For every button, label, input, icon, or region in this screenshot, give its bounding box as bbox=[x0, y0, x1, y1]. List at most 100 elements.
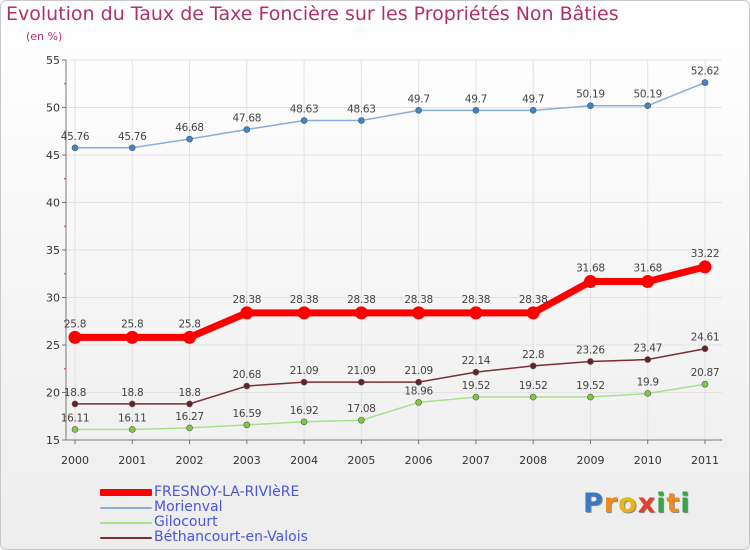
data-label-b-thancourt-en-valois: 21.09 bbox=[404, 365, 433, 377]
data-label-gilocourt: 19.9 bbox=[637, 376, 659, 388]
data-point-gilocourt bbox=[415, 399, 422, 406]
data-point-fresnoy-la-rivi-re bbox=[641, 275, 655, 289]
data-label-fresnoy-la-rivi-re: 28.38 bbox=[233, 294, 262, 306]
series-line-morienval bbox=[75, 81, 706, 149]
data-label-fresnoy-la-rivi-re: 25.8 bbox=[178, 318, 200, 330]
data-label-morienval: 47.68 bbox=[233, 113, 262, 125]
x-tick-label: 2001 bbox=[118, 454, 146, 467]
legend-item-fresnoy: FRESNOY-LA-RIVIèRE bbox=[100, 485, 308, 500]
data-label-gilocourt: 16.27 bbox=[175, 411, 204, 423]
y-tick-label: 30 bbox=[46, 292, 60, 305]
data-point-fresnoy-la-rivi-re bbox=[354, 306, 368, 320]
data-label-gilocourt: 20.87 bbox=[691, 367, 720, 379]
x-tick-label: 2008 bbox=[519, 454, 547, 467]
data-point-morienval bbox=[587, 102, 594, 109]
data-label-fresnoy-la-rivi-re: 28.38 bbox=[290, 294, 319, 306]
data-point-gilocourt bbox=[128, 426, 136, 433]
data-label-b-thancourt-en-valois: 22.8 bbox=[522, 349, 544, 361]
data-label-gilocourt: 16.92 bbox=[290, 405, 319, 417]
data-label-morienval: 50.19 bbox=[576, 89, 605, 101]
series-line-b-thancourt-en-valois bbox=[75, 347, 706, 405]
data-label-b-thancourt-en-valois: 23.26 bbox=[576, 345, 605, 357]
legend-item-gilocourt: Gilocourt bbox=[100, 515, 308, 530]
data-point-morienval bbox=[529, 107, 537, 114]
data-label-fresnoy-la-rivi-re: 33.22 bbox=[691, 248, 720, 260]
series-line-gilocourt bbox=[75, 383, 706, 431]
data-point-gilocourt bbox=[243, 421, 251, 429]
data-point-b-thancourt-en-valois bbox=[71, 400, 79, 408]
data-point-fresnoy-la-rivi-re bbox=[698, 260, 712, 274]
y-tick-label: 40 bbox=[46, 197, 60, 210]
data-point-b-thancourt-en-valois bbox=[415, 378, 422, 386]
data-point-b-thancourt-en-valois bbox=[186, 400, 193, 408]
data-point-morienval bbox=[701, 79, 709, 86]
legend-label-bethancourt: Béthancourt-en-Valois bbox=[154, 529, 308, 545]
data-point-morienval bbox=[472, 107, 480, 114]
data-point-b-thancourt-en-valois bbox=[358, 378, 365, 386]
legend-swatch-morienval bbox=[100, 506, 152, 509]
data-point-gilocourt bbox=[186, 424, 193, 432]
data-label-b-thancourt-en-valois: 18.8 bbox=[178, 387, 200, 399]
data-label-morienval: 45.76 bbox=[118, 131, 147, 143]
data-label-gilocourt: 19.52 bbox=[576, 380, 605, 392]
logo-letter: i bbox=[680, 488, 691, 519]
logo-letter: i bbox=[656, 488, 667, 519]
data-point-b-thancourt-en-valois bbox=[529, 362, 537, 370]
y-tick-label: 55 bbox=[46, 54, 60, 67]
data-point-gilocourt bbox=[587, 393, 594, 401]
data-point-b-thancourt-en-valois bbox=[128, 400, 136, 408]
data-label-gilocourt: 16.11 bbox=[118, 412, 147, 424]
data-label-b-thancourt-en-valois: 22.14 bbox=[462, 355, 491, 367]
data-label-morienval: 52.62 bbox=[691, 66, 720, 78]
data-point-morienval bbox=[415, 107, 422, 114]
data-point-b-thancourt-en-valois bbox=[243, 382, 251, 390]
data-label-b-thancourt-en-valois: 18.8 bbox=[64, 387, 86, 399]
data-point-fresnoy-la-rivi-re bbox=[125, 330, 139, 344]
data-point-fresnoy-la-rivi-re bbox=[583, 275, 597, 289]
data-point-gilocourt bbox=[472, 393, 480, 401]
data-point-gilocourt bbox=[644, 390, 652, 397]
x-tick-label: 2000 bbox=[61, 454, 89, 467]
data-point-morienval bbox=[644, 102, 652, 109]
legend-label-gilocourt: Gilocourt bbox=[154, 514, 218, 530]
data-label-gilocourt: 19.52 bbox=[462, 380, 491, 392]
data-point-b-thancourt-en-valois bbox=[300, 378, 308, 386]
data-label-morienval: 48.63 bbox=[290, 104, 319, 116]
legend-label-fresnoy: FRESNOY-LA-RIVIèRE bbox=[154, 484, 300, 500]
data-label-gilocourt: 19.52 bbox=[519, 380, 548, 392]
data-label-gilocourt: 16.59 bbox=[233, 408, 262, 420]
data-point-fresnoy-la-rivi-re bbox=[412, 306, 426, 320]
logo-letter: r bbox=[603, 488, 619, 519]
data-point-morienval bbox=[71, 144, 79, 152]
data-label-gilocourt: 17.08 bbox=[347, 403, 376, 415]
data-point-morienval bbox=[243, 126, 251, 133]
x-tick-label: 2007 bbox=[462, 454, 490, 467]
data-label-morienval: 49.7 bbox=[465, 93, 487, 105]
data-label-b-thancourt-en-valois: 23.47 bbox=[633, 343, 662, 355]
logo-letter: x bbox=[637, 488, 657, 519]
x-tick-label: 2009 bbox=[576, 454, 604, 467]
x-tick-label: 2003 bbox=[233, 454, 261, 467]
data-label-morienval: 50.19 bbox=[633, 89, 662, 101]
data-point-fresnoy-la-rivi-re bbox=[297, 306, 311, 320]
data-point-fresnoy-la-rivi-re bbox=[526, 306, 540, 320]
data-point-morienval bbox=[186, 135, 193, 143]
data-point-gilocourt bbox=[300, 418, 308, 426]
data-point-fresnoy-la-rivi-re bbox=[240, 306, 254, 320]
y-tick-label: 35 bbox=[46, 244, 60, 257]
legend: FRESNOY-LA-RIVIèRE Morienval Gilocourt B… bbox=[100, 485, 308, 545]
data-label-fresnoy-la-rivi-re: 31.68 bbox=[633, 263, 662, 275]
series-line-fresnoy-la-rivi-re bbox=[75, 263, 706, 341]
data-label-fresnoy-la-rivi-re: 25.8 bbox=[121, 318, 143, 330]
data-label-gilocourt: 16.11 bbox=[61, 412, 90, 424]
data-label-fresnoy-la-rivi-re: 25.8 bbox=[64, 318, 86, 330]
chart-title: Evolution du Taux de Taxe Foncière sur l… bbox=[6, 3, 619, 25]
data-label-b-thancourt-en-valois: 24.61 bbox=[691, 332, 720, 344]
logo-letter: o bbox=[618, 488, 638, 519]
data-label-morienval: 49.7 bbox=[522, 93, 544, 105]
proxiti-logo: Proxiti bbox=[583, 488, 691, 519]
y-tick-label: 20 bbox=[46, 387, 60, 400]
y-tick-label: 15 bbox=[46, 434, 60, 447]
x-tick-label: 2006 bbox=[405, 454, 433, 467]
